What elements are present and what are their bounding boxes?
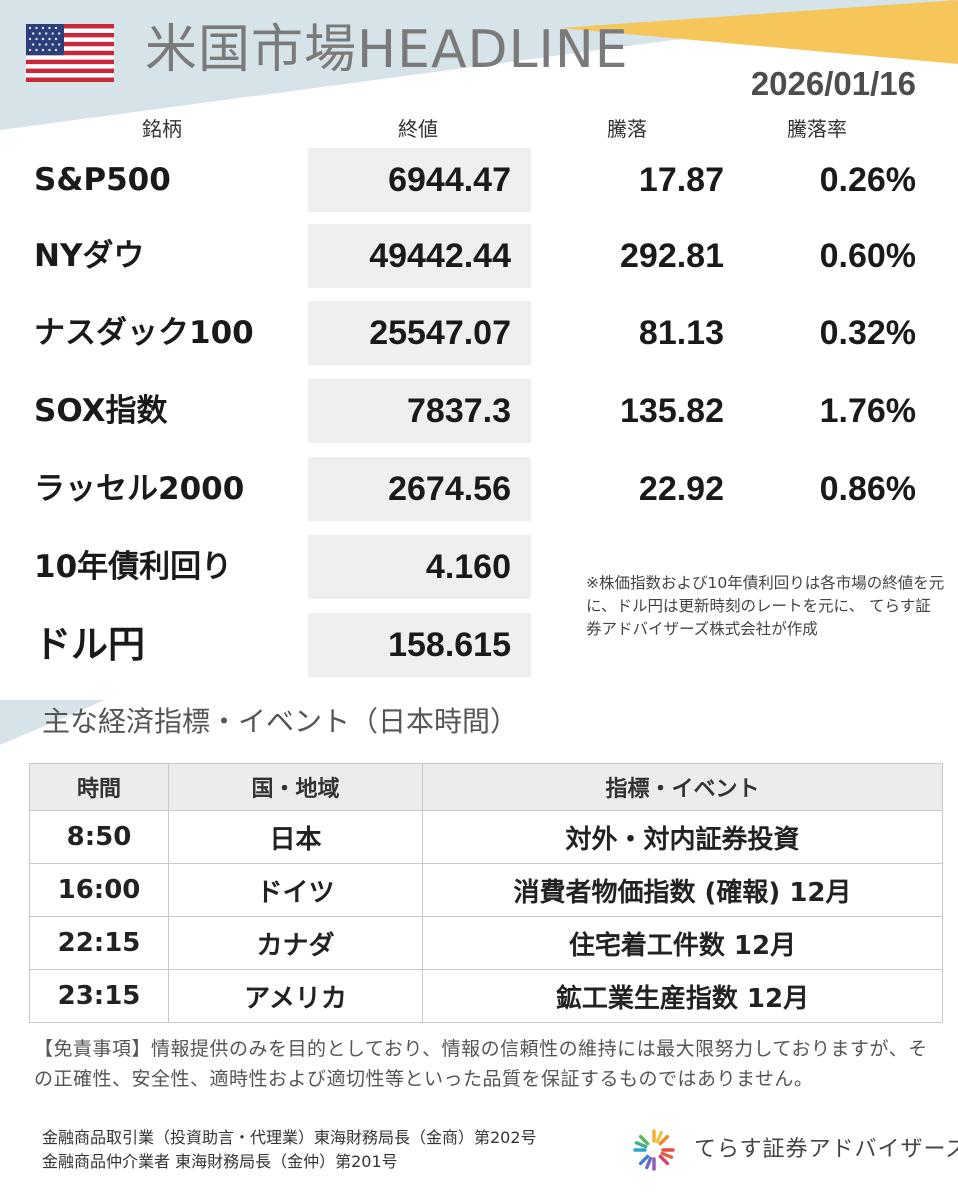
column-header-change-pct: 騰落率 (787, 117, 847, 141)
market-close: 25547.07 (308, 301, 531, 365)
events-header-region: 国・地域 (168, 763, 423, 811)
market-change: 81.13 (638, 314, 724, 352)
company-logo: てらす証券アドバイザーズ (632, 1128, 958, 1172)
legal-registration: 金融商品取引業（投資助言・代理業）東海財務局長（金商）第202号 金融商品仲介業… (42, 1126, 537, 1174)
market-name: ナスダック100 (34, 315, 254, 351)
event-name: 住宅着工件数 12月 (422, 916, 943, 970)
market-row: NYダウ 49442.44 292.81 0.60% (0, 224, 958, 288)
market-close: 7837.3 (308, 379, 531, 443)
table-row: 8:50 日本 対外・対内証券投資 (29, 810, 943, 864)
market-change-pct: 0.86% (819, 470, 916, 508)
market-close: 6944.47 (308, 148, 531, 212)
market-row: ナスダック100 25547.07 81.13 0.32% (0, 301, 958, 365)
market-close: 49442.44 (308, 224, 531, 288)
market-change: 17.87 (638, 161, 724, 199)
us-flag-icon (26, 24, 114, 82)
table-row: 23:15 アメリカ 鉱工業生産指数 12月 (29, 969, 943, 1023)
market-row: 10年債利回り 4.160 (0, 535, 958, 599)
event-name: 消費者物価指数 (確報) 12月 (422, 863, 943, 917)
events-header-row: 時間 国・地域 指標・イベント (29, 763, 943, 811)
market-change-pct: 0.60% (819, 237, 916, 275)
legal-line: 金融商品仲介業者 東海財務局長（金仲）第201号 (42, 1152, 398, 1171)
market-change: 292.81 (620, 237, 724, 275)
column-header-close: 終値 (398, 117, 438, 141)
market-change: 22.92 (638, 470, 724, 508)
sunburst-logo-icon (633, 1129, 675, 1171)
column-header-change: 騰落 (607, 117, 647, 141)
events-header-event: 指標・イベント (422, 763, 943, 811)
table-row: 16:00 ドイツ 消費者物価指数 (確報) 12月 (29, 863, 943, 917)
market-row: S&P500 6944.47 17.87 0.26% (0, 148, 958, 212)
market-row: ドル円 158.615 (0, 613, 958, 677)
market-name: ドル円 (34, 623, 145, 666)
market-close: 2674.56 (308, 457, 531, 521)
market-change-pct: 0.26% (819, 161, 916, 199)
event-time: 16:00 (29, 863, 169, 917)
event-time: 23:15 (29, 969, 169, 1023)
events-header-time: 時間 (29, 763, 169, 811)
event-region: カナダ (168, 916, 423, 970)
market-close: 158.615 (308, 613, 531, 677)
market-change: 135.82 (620, 392, 724, 430)
market-row: SOX指数 7837.3 135.82 1.76% (0, 379, 958, 443)
market-row: ラッセル2000 2674.56 22.92 0.86% (0, 457, 958, 521)
market-name: 10年債利回り (34, 549, 233, 585)
report-date: 2026/01/16 (750, 65, 916, 102)
market-name: NYダウ (34, 238, 145, 274)
event-region: アメリカ (168, 969, 423, 1023)
table-row: 22:15 カナダ 住宅着工件数 12月 (29, 916, 943, 970)
event-time: 8:50 (29, 810, 169, 864)
disclaimer: 【免責事項】情報提供のみを目的としており、情報の信頼性の維持には最大限努力してお… (34, 1038, 928, 1090)
market-name: SOX指数 (34, 393, 168, 429)
event-time: 22:15 (29, 916, 169, 970)
market-close: 4.160 (308, 535, 531, 599)
legal-line: 金融商品取引業（投資助言・代理業）東海財務局長（金商）第202号 (42, 1128, 537, 1147)
event-region: 日本 (168, 810, 423, 864)
column-header-name: 銘柄 (142, 117, 182, 141)
events-table: 時間 国・地域 指標・イベント 8:50 日本 対外・対内証券投資 16:00 … (29, 763, 943, 1023)
logo-text: てらす証券アドバイザーズ (694, 1137, 958, 1162)
event-name: 対外・対内証券投資 (422, 810, 943, 864)
market-name: S&P500 (34, 162, 171, 198)
page-title: 米国市場HEADLINE (145, 20, 629, 80)
event-name: 鉱工業生産指数 12月 (422, 969, 943, 1023)
events-section-title: 主な経済指標・イベント（日本時間） (42, 705, 519, 738)
market-change-pct: 1.76% (819, 392, 916, 430)
market-name: ラッセル2000 (34, 471, 245, 507)
market-change-pct: 0.32% (819, 314, 916, 352)
event-region: ドイツ (168, 863, 423, 917)
source-note: ※株価指数および10年債利回りは各市場の終値を元に、ドル円は更新時刻のレートを元… (586, 574, 945, 638)
